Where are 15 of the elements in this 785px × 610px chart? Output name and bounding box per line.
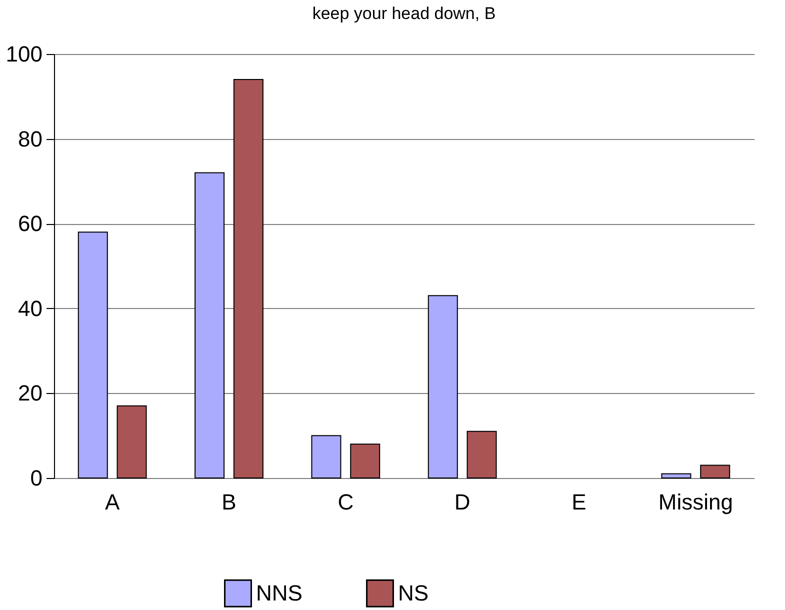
y-tick-label: 60 bbox=[18, 211, 42, 236]
x-tick-label: A bbox=[104, 490, 120, 514]
y-tick-label: 80 bbox=[18, 126, 42, 152]
y-tick-label: 100 bbox=[6, 42, 42, 66]
x-tick-label: D bbox=[454, 490, 470, 514]
chart-title: keep your head down, B bbox=[312, 4, 496, 23]
x-tick-label: B bbox=[222, 490, 236, 514]
y-tick-label: 0 bbox=[30, 466, 42, 490]
legend-label: NNS bbox=[256, 580, 302, 606]
legend-label: NS bbox=[398, 580, 429, 606]
x-tick-label: C bbox=[338, 490, 354, 514]
y-tick-label: 40 bbox=[18, 296, 42, 321]
y-tick-label: 20 bbox=[18, 380, 42, 406]
x-tick-label: E bbox=[572, 490, 586, 514]
x-tick-label: Missing bbox=[658, 490, 733, 514]
